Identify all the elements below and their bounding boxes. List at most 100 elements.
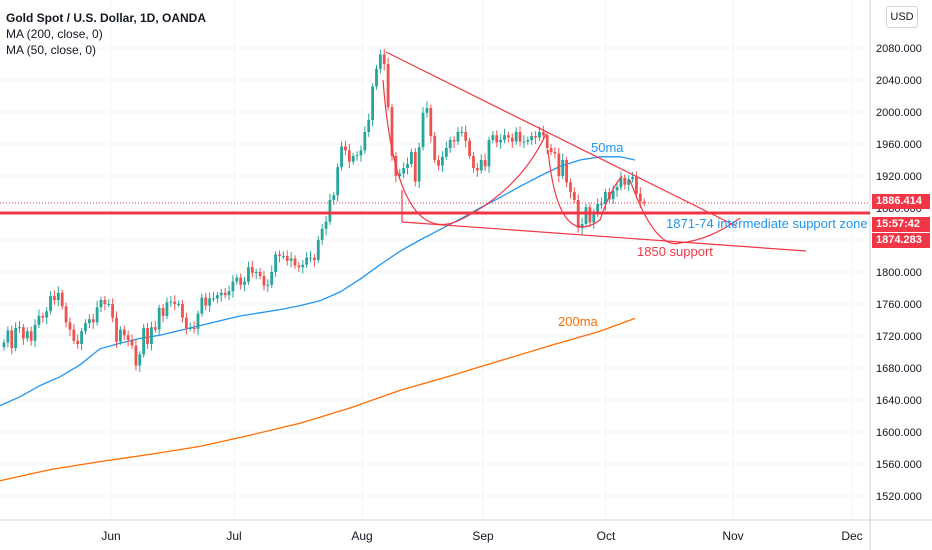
currency-button[interactable]: USD [886,6,918,28]
candle-body [355,155,359,157]
candle-body [534,136,537,138]
candle-body [235,277,239,282]
candle-body [297,265,301,268]
candle-body [596,204,600,214]
candle-body [382,54,386,64]
candle-body [557,153,561,176]
candle-body [328,200,332,222]
candle-body [188,328,192,329]
triangle-lower-line [401,221,807,252]
cup-right-arc [629,179,741,245]
candle-body [464,132,468,141]
candle-body [216,295,219,299]
candle-body [375,68,378,87]
candle-body [390,107,394,156]
candle-body [262,276,266,286]
candle-body [413,152,417,182]
candle-body [278,254,281,256]
candle-body [541,132,545,136]
ma50-layer [0,156,636,407]
candle-body [347,150,351,162]
candle-body [181,304,184,318]
candle-body [122,329,126,336]
candle-body [49,296,52,312]
candle-body [538,132,541,138]
candle-body [642,201,646,204]
candle-body [336,167,340,196]
candle-body [285,256,289,261]
candle-body [378,54,382,69]
candle-body [60,292,64,307]
candle-body [14,328,18,348]
candle-body [169,301,173,303]
candle-body [472,156,475,168]
candle-body [111,304,115,318]
candle-body [126,335,130,340]
candle-body [115,317,118,342]
candle-body [627,179,631,185]
support-annotation: 1850 support [637,244,713,259]
x-tick-label: Oct [597,529,616,543]
candle-body [22,327,25,339]
candle-body [309,257,312,259]
candle-body [437,160,440,166]
candle-body [239,277,243,285]
triangle-upper-line [385,51,737,227]
candle-body [25,331,29,339]
drawings-layer: 50ma 200ma 1871-74 intermediate support zo… [0,51,870,329]
candle-body [604,192,607,204]
candle-body [200,297,204,314]
candle-body [456,132,460,142]
y-tick-label: 2080.000 [876,43,922,55]
candle-body [184,317,188,328]
candle-body [153,327,157,330]
candle-body [549,148,553,152]
candle-body [266,284,270,286]
candle-body [293,258,297,266]
candle-body [223,292,227,296]
candle-body [429,108,433,136]
candle-body [80,331,83,344]
candle-body [631,176,634,180]
candles-layer [2,48,646,372]
candle-body [281,256,285,257]
candle-body [635,176,638,194]
x-tick-label: Nov [722,529,743,543]
candle-body [150,327,153,344]
candle-body [274,254,277,272]
candle-body [68,322,72,330]
candle-body [553,152,557,154]
last-price-tag: 1886.414 [872,194,930,209]
ma50-line [0,156,636,407]
candle-body [95,307,99,323]
candle-body [344,146,347,151]
candle-body [270,272,274,285]
symbol-title[interactable]: Gold Spot / U.S. Dollar, 1D, OANDA [6,11,207,25]
candle-body [107,304,111,305]
candle-body [522,141,526,143]
candle-body [406,164,409,168]
x-tick-label: Jun [101,529,120,543]
y-tick-label: 1960.000 [876,139,922,151]
candle-body [37,316,41,325]
y-tick-label: 1760.000 [876,299,922,311]
x-tick-label: Aug [351,529,372,543]
y-tick-label: 1800.000 [876,267,922,279]
candle-body [313,257,316,260]
candle-body [99,300,103,308]
candle-body [53,296,56,300]
chart-grid [0,0,870,520]
candle-body [507,135,510,138]
candle-body [479,160,483,171]
candle-body [41,316,45,318]
candle-body [29,331,33,341]
candle-body [367,120,371,132]
ma50-legend[interactable]: MA (50, close, 0) [6,43,97,57]
candle-body [499,140,503,143]
y-tick-label: 1560.000 [876,459,922,471]
candle-body [289,258,293,261]
candle-body [177,304,180,305]
ma200-legend[interactable]: MA (200, close, 0) [6,27,103,41]
